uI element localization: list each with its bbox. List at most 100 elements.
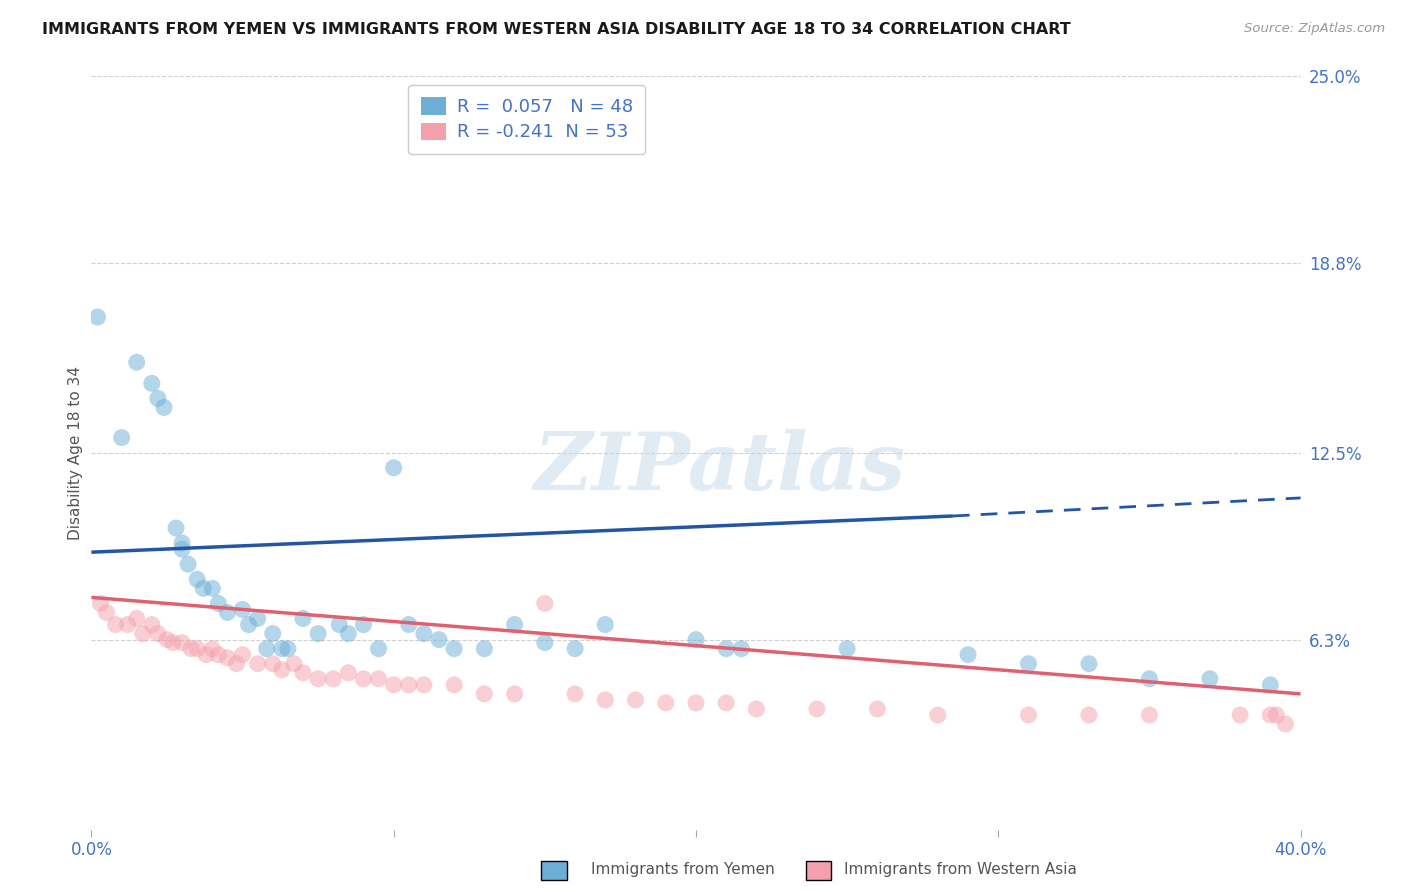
Point xyxy=(1260,708,1282,723)
Point xyxy=(89,596,111,610)
Point xyxy=(117,617,139,632)
Point xyxy=(132,626,155,640)
Point xyxy=(217,650,239,665)
Point xyxy=(624,693,647,707)
Point xyxy=(1139,672,1161,686)
Point xyxy=(111,431,132,445)
Point xyxy=(654,696,676,710)
Point xyxy=(172,635,194,649)
Point xyxy=(246,657,269,671)
Point xyxy=(1274,717,1296,731)
Point xyxy=(533,596,555,610)
Point xyxy=(398,617,420,632)
Point xyxy=(270,641,292,656)
Point xyxy=(564,641,586,656)
Point xyxy=(165,521,187,535)
Point xyxy=(367,672,389,686)
Point xyxy=(472,687,495,701)
Text: IMMIGRANTS FROM YEMEN VS IMMIGRANTS FROM WESTERN ASIA DISABILITY AGE 18 TO 34 CO: IMMIGRANTS FROM YEMEN VS IMMIGRANTS FROM… xyxy=(42,22,1071,37)
Point xyxy=(292,665,315,680)
Point xyxy=(352,672,374,686)
Point xyxy=(238,617,260,632)
Point xyxy=(1229,708,1251,723)
Point xyxy=(292,611,315,625)
Point xyxy=(352,617,374,632)
Point xyxy=(201,641,224,656)
Point xyxy=(1139,708,1161,723)
Point xyxy=(262,657,284,671)
Point xyxy=(564,687,586,701)
Point xyxy=(806,702,828,716)
Point xyxy=(866,702,889,716)
Text: Immigrants from Yemen: Immigrants from Yemen xyxy=(591,863,775,877)
Point xyxy=(177,558,200,572)
Point xyxy=(231,602,253,616)
Point xyxy=(162,635,184,649)
Point xyxy=(207,596,229,610)
Point xyxy=(125,611,148,625)
Point xyxy=(1018,657,1040,671)
Point xyxy=(714,641,737,656)
Point xyxy=(186,641,208,656)
Point xyxy=(172,536,194,550)
Point xyxy=(835,641,858,656)
Point xyxy=(398,678,420,692)
Text: ZIPatlas: ZIPatlas xyxy=(534,429,907,507)
Point xyxy=(503,617,526,632)
Point xyxy=(328,617,350,632)
Point xyxy=(595,693,617,707)
Point xyxy=(172,542,194,557)
Legend: R =  0.057   N = 48, R = -0.241  N = 53: R = 0.057 N = 48, R = -0.241 N = 53 xyxy=(408,85,645,154)
Point xyxy=(533,635,555,649)
Point xyxy=(307,626,329,640)
Point xyxy=(382,460,405,475)
Point xyxy=(714,696,737,710)
Point xyxy=(146,392,169,406)
Point xyxy=(927,708,949,723)
Point xyxy=(193,582,215,596)
Point xyxy=(307,672,329,686)
Point xyxy=(201,582,224,596)
Point xyxy=(86,310,108,324)
Point xyxy=(472,641,495,656)
Text: Immigrants from Western Asia: Immigrants from Western Asia xyxy=(844,863,1077,877)
Point xyxy=(730,641,752,656)
Point xyxy=(413,678,436,692)
Point xyxy=(1198,672,1220,686)
Point xyxy=(195,648,218,662)
Point xyxy=(225,657,247,671)
Point xyxy=(595,617,617,632)
Point xyxy=(367,641,389,656)
Point xyxy=(1265,708,1288,723)
Point xyxy=(256,641,278,656)
Point xyxy=(443,678,465,692)
Point xyxy=(337,626,360,640)
Point xyxy=(283,657,305,671)
Point xyxy=(685,632,707,647)
Point xyxy=(382,678,405,692)
Point xyxy=(217,606,239,620)
Point xyxy=(141,376,163,391)
Point xyxy=(1260,678,1282,692)
Point xyxy=(745,702,768,716)
Point xyxy=(246,611,269,625)
Point xyxy=(427,632,450,647)
Point xyxy=(413,626,436,640)
Point xyxy=(1077,708,1099,723)
Point xyxy=(141,617,163,632)
Point xyxy=(1018,708,1040,723)
Point xyxy=(153,401,176,415)
Point xyxy=(156,632,179,647)
Point xyxy=(503,687,526,701)
Point xyxy=(180,641,202,656)
Point xyxy=(125,355,148,369)
Point xyxy=(207,648,229,662)
Text: Source: ZipAtlas.com: Source: ZipAtlas.com xyxy=(1244,22,1385,36)
Point xyxy=(1077,657,1099,671)
Y-axis label: Disability Age 18 to 34: Disability Age 18 to 34 xyxy=(67,366,83,540)
Point xyxy=(104,617,127,632)
Point xyxy=(337,665,360,680)
Point xyxy=(96,606,118,620)
Point xyxy=(231,648,253,662)
Point xyxy=(186,572,208,586)
